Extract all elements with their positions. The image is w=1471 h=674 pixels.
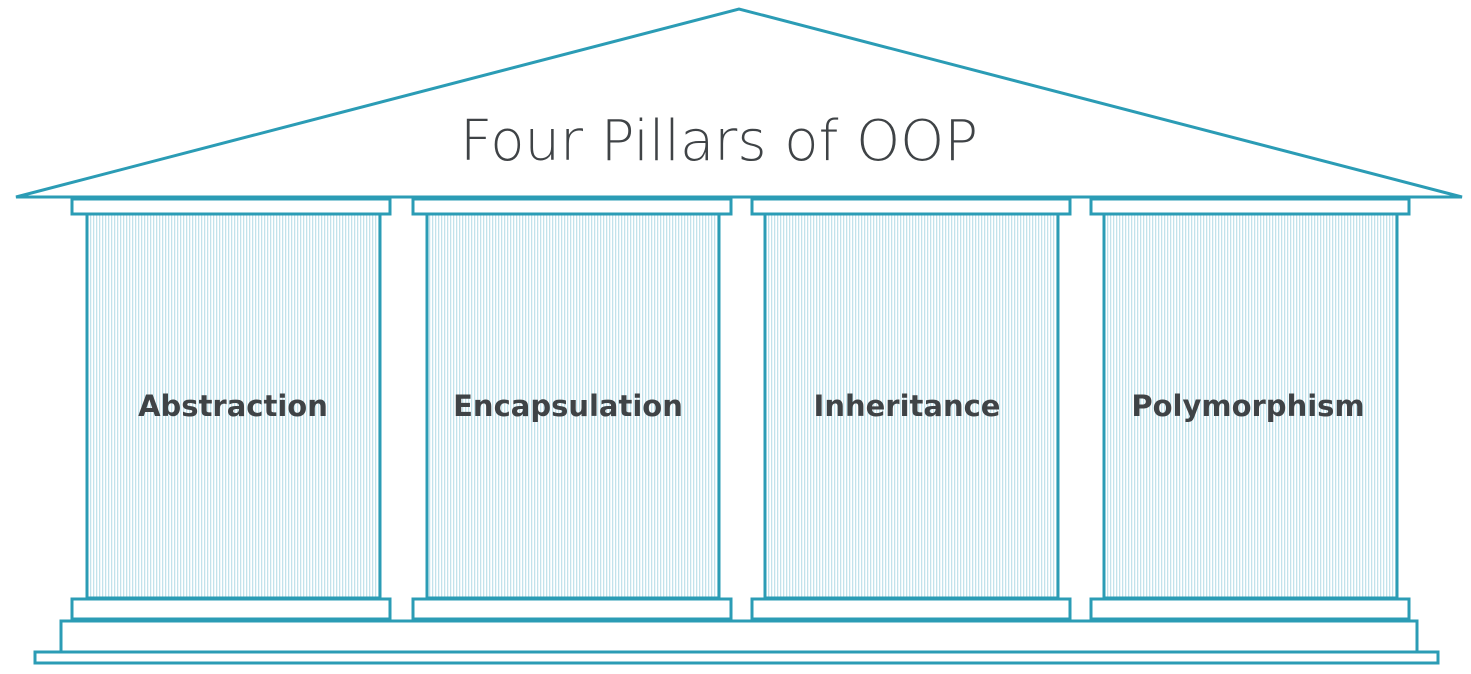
- pillar-capital: [411, 197, 733, 216]
- pillar-capital: [70, 197, 392, 216]
- foundation-lower-step: [33, 650, 1440, 665]
- pillar-shaft: [85, 212, 382, 600]
- pillar-label: Encapsulation: [453, 389, 683, 423]
- diagram-title: Four Pillars of OOP: [460, 109, 978, 174]
- pillar-base: [750, 597, 1072, 621]
- pillar-label: Inheritance: [814, 389, 1001, 423]
- pillar-base: [70, 597, 392, 621]
- pillar-label: Abstraction: [138, 389, 328, 423]
- pillar-capital: [750, 197, 1072, 216]
- pillar-abstraction: Abstraction: [70, 197, 392, 621]
- pillar-base: [1089, 597, 1411, 621]
- pillar-polymorphism: Polymorphism: [1089, 197, 1411, 621]
- pillar-capital: [1089, 197, 1411, 216]
- pillar-encapsulation: Encapsulation: [411, 197, 733, 621]
- foundation-upper-step: [59, 619, 1419, 654]
- roof-pediment: [15, 7, 1463, 199]
- pillar-shaft: [1102, 212, 1399, 600]
- pillar-shaft: [425, 212, 721, 600]
- pillar-inheritance: Inheritance: [750, 197, 1072, 621]
- pillar-label: Polymorphism: [1131, 389, 1364, 423]
- pillar-base: [411, 597, 733, 621]
- pillar-shaft: [763, 212, 1060, 600]
